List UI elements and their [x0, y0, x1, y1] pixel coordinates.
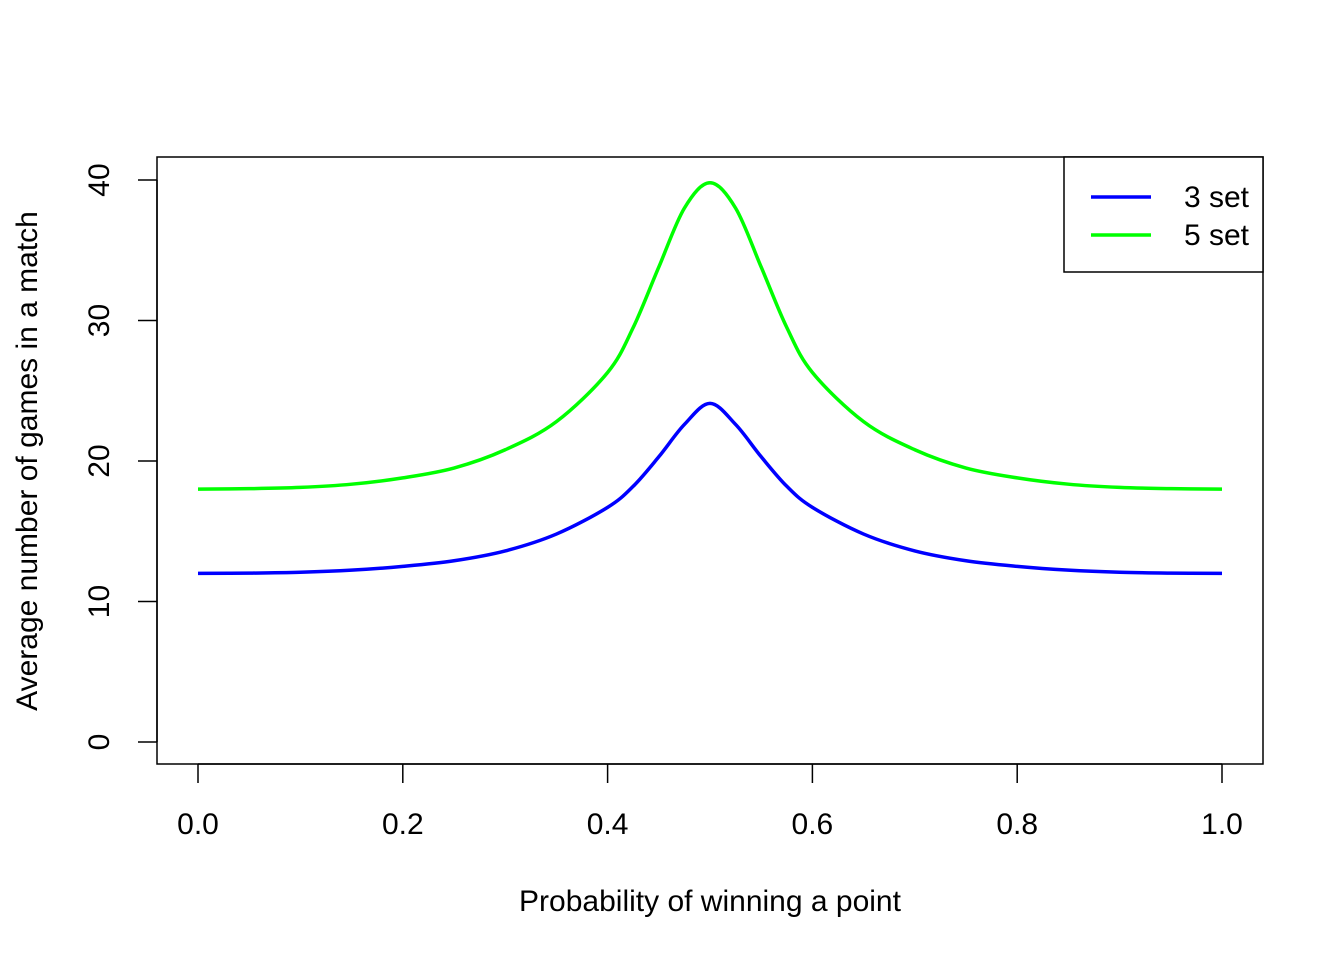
- y-tick-label: 20: [83, 444, 116, 477]
- series-line-1: [197, 401, 1223, 576]
- x-tick-label: 0.0: [177, 808, 219, 841]
- x-tick-label: 0.8: [996, 808, 1038, 841]
- x-axis-label: Probability of winning a point: [519, 885, 902, 918]
- legend-label-2: 5 set: [1184, 219, 1250, 252]
- series-layer: [197, 181, 1223, 576]
- x-tick-label: 1.0: [1201, 808, 1243, 841]
- x-axis: 0.0 0.2 0.4 0.6 0.8 1.0: [177, 763, 1243, 841]
- series-line-2: [197, 181, 1223, 491]
- y-tick-label: 30: [83, 304, 116, 337]
- y-tick-label: 40: [83, 163, 116, 196]
- legend-label-1: 3 set: [1184, 181, 1250, 214]
- x-tick-label: 0.4: [587, 808, 629, 841]
- y-axis: 0 10 20 30 40: [83, 163, 158, 751]
- legend-box: [1063, 156, 1264, 273]
- x-tick-label: 0.2: [382, 808, 424, 841]
- y-axis-label: Average number of games in a match: [11, 211, 44, 711]
- y-tick-label: 0: [83, 734, 116, 751]
- x-tick-label: 0.6: [792, 808, 834, 841]
- legend: 3 set 5 set: [1063, 156, 1264, 273]
- y-tick-label: 10: [83, 585, 116, 618]
